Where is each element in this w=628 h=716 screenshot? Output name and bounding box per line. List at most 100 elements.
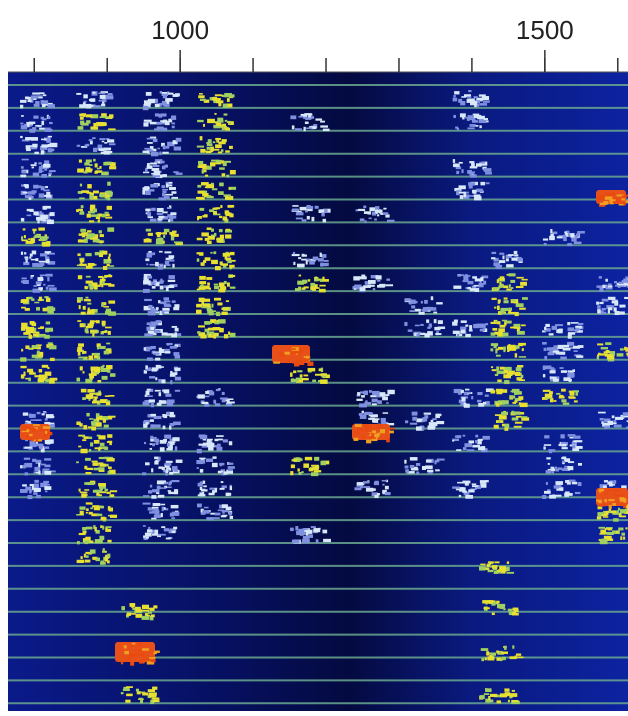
trace-speck bbox=[365, 429, 369, 432]
trace-speck bbox=[24, 256, 28, 258]
trace-speck bbox=[376, 424, 383, 428]
trace-speck bbox=[25, 435, 29, 437]
trace-speck bbox=[227, 260, 232, 263]
trace-speck bbox=[383, 412, 388, 414]
trace-speck bbox=[218, 191, 224, 195]
trace-speck bbox=[314, 457, 319, 461]
trace-speck bbox=[543, 390, 551, 392]
trace-speck bbox=[39, 369, 42, 372]
trace-speck bbox=[39, 446, 42, 449]
trace-speck bbox=[105, 217, 112, 219]
trace-speck bbox=[221, 307, 229, 309]
trace-speck bbox=[199, 276, 206, 280]
trace-speck bbox=[92, 461, 98, 463]
trace-speck bbox=[207, 282, 210, 285]
trace-speck bbox=[164, 297, 170, 300]
trace-speck bbox=[43, 412, 47, 414]
trace-speck bbox=[220, 397, 228, 399]
trace-speck bbox=[422, 466, 426, 470]
trace-speck bbox=[165, 351, 171, 353]
trace-speck bbox=[568, 327, 575, 331]
trace-speck bbox=[492, 613, 495, 615]
trace-speck bbox=[160, 301, 166, 304]
trace-speck bbox=[78, 209, 83, 211]
trace-speck bbox=[496, 651, 499, 654]
trace-speck bbox=[500, 367, 505, 370]
trace-speck bbox=[617, 285, 624, 287]
trace-speck bbox=[208, 139, 212, 143]
trace-speck bbox=[79, 305, 81, 309]
trace-speck bbox=[48, 104, 55, 108]
trace-speck bbox=[605, 342, 611, 345]
trace-speck bbox=[204, 507, 209, 509]
trace-speck bbox=[44, 486, 51, 490]
trace-speck bbox=[147, 142, 153, 144]
trace-speck bbox=[290, 372, 292, 376]
trace-speck bbox=[79, 533, 86, 535]
trace-speck bbox=[614, 281, 617, 283]
trace-speck bbox=[92, 333, 94, 337]
trace-speck bbox=[518, 396, 523, 400]
trace-speck bbox=[212, 97, 217, 101]
trace-speck bbox=[624, 347, 627, 350]
trace-speck bbox=[550, 234, 553, 238]
trace-speck bbox=[93, 148, 97, 152]
trace-speck bbox=[507, 561, 509, 564]
trace-speck bbox=[216, 100, 223, 103]
trace-speck bbox=[84, 101, 87, 103]
trace-speck bbox=[94, 353, 100, 356]
trace-speck bbox=[89, 99, 93, 101]
trace-speck bbox=[465, 325, 468, 327]
trace-speck bbox=[355, 424, 362, 427]
trace-speck bbox=[497, 321, 500, 324]
trace-speck bbox=[90, 330, 97, 332]
trace-speck bbox=[39, 211, 41, 213]
trace-speck bbox=[221, 263, 229, 265]
trace-speck bbox=[578, 323, 584, 325]
trace-speck bbox=[514, 426, 522, 428]
trace-speck bbox=[301, 378, 308, 380]
trace-speck bbox=[37, 467, 40, 470]
trace-speck bbox=[469, 325, 472, 329]
trace-speck bbox=[364, 220, 366, 223]
trace-speck bbox=[110, 373, 115, 377]
trace-speck bbox=[561, 370, 567, 373]
trace-speck bbox=[83, 425, 87, 429]
trace-speck bbox=[37, 351, 40, 355]
trace-speck bbox=[86, 512, 88, 514]
trace-speck bbox=[197, 216, 199, 220]
trace-speck bbox=[578, 463, 582, 466]
trace-speck bbox=[29, 335, 33, 339]
trace-speck bbox=[171, 505, 179, 508]
trace-speck bbox=[76, 422, 80, 425]
trace-speck bbox=[556, 495, 562, 497]
trace-speck bbox=[20, 366, 26, 368]
trace-speck bbox=[97, 239, 99, 243]
trace-speck bbox=[153, 416, 159, 418]
trace-speck bbox=[40, 215, 48, 219]
trace-speck bbox=[134, 650, 141, 652]
trace-speck bbox=[147, 165, 153, 169]
trace-speck bbox=[160, 161, 164, 164]
trace-speck bbox=[300, 207, 307, 210]
trace-speck bbox=[197, 120, 204, 122]
trace-speck bbox=[312, 287, 316, 291]
trace-speck bbox=[86, 394, 93, 398]
trace-speck bbox=[314, 528, 321, 532]
trace-speck bbox=[23, 228, 26, 230]
trace-speck bbox=[101, 172, 109, 176]
trace-speck bbox=[23, 372, 25, 376]
trace-speck bbox=[493, 345, 496, 348]
trace-speck bbox=[100, 95, 106, 99]
trace-speck bbox=[359, 403, 367, 407]
trace-speck bbox=[175, 446, 177, 450]
trace-speck bbox=[173, 171, 178, 173]
trace-speck bbox=[158, 266, 163, 270]
trace-speck bbox=[49, 170, 56, 172]
trace-speck bbox=[26, 297, 28, 301]
trace-speck bbox=[206, 151, 211, 153]
trace-speck bbox=[306, 530, 312, 534]
trace-speck bbox=[228, 188, 231, 190]
trace-speck bbox=[573, 350, 577, 352]
trace-speck bbox=[459, 185, 466, 189]
